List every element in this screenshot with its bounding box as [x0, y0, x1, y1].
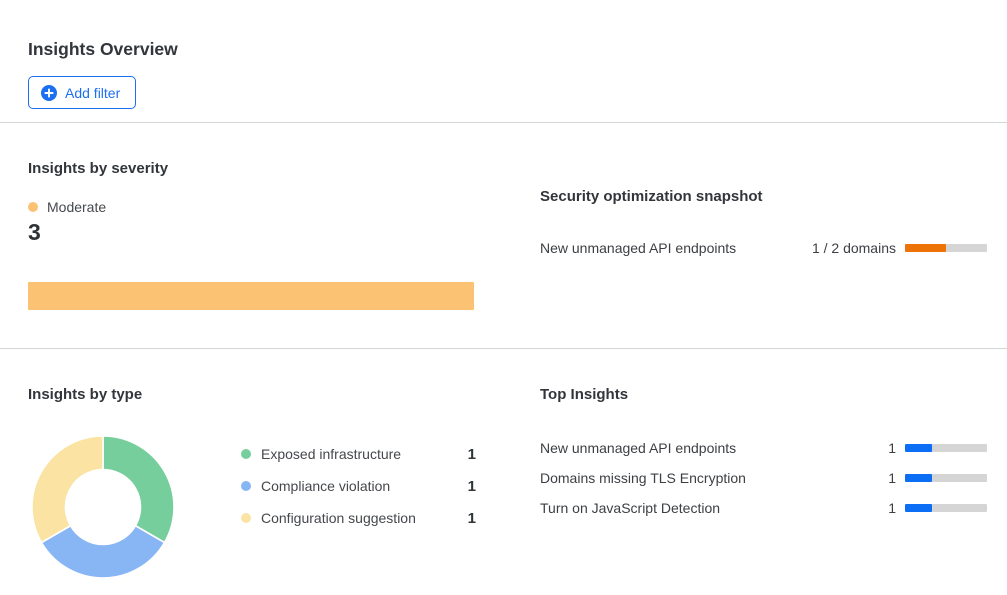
donut-segment-1: [102, 435, 175, 544]
donut-segment-2: [40, 524, 166, 579]
type-legend: Exposed infrastructure 1 Compliance viol…: [241, 443, 476, 539]
type-legend-value: 1: [467, 477, 476, 495]
top-insight-value: 1: [888, 470, 896, 486]
type-legend-label: Exposed infrastructure: [261, 446, 402, 462]
top-insight-track: [905, 474, 987, 482]
top-insight-row: New unmanaged API endpoints 1: [540, 433, 987, 463]
top-insight-track: [905, 504, 987, 512]
type-section-title: Insights by type: [28, 386, 143, 403]
severity-legend-item: Moderate: [28, 199, 106, 215]
top-insight-row: Domains missing TLS Encryption 1: [540, 463, 987, 493]
type-legend-item: Exposed infrastructure 1: [241, 443, 476, 465]
severity-section-title: Insights by severity: [28, 160, 169, 177]
type-legend-label: Configuration suggestion: [261, 510, 416, 526]
type-legend-value: 1: [467, 445, 476, 463]
top-insights-list: New unmanaged API endpoints 1 Domains mi…: [540, 433, 987, 523]
top-insight-fill: [905, 444, 933, 452]
divider: [0, 122, 1007, 123]
top-insight-row: Turn on JavaScript Detection 1: [540, 493, 987, 523]
severity-count: 3: [28, 219, 41, 245]
insights-by-type-donut-chart: [31, 435, 175, 579]
snapshot-row-label: New unmanaged API endpoints: [540, 240, 737, 256]
top-insight-fill: [905, 504, 933, 512]
top-insight-label: Domains missing TLS Encryption: [540, 470, 746, 486]
top-insight-label: New unmanaged API endpoints: [540, 440, 737, 456]
moderate-legend-dot: [28, 202, 38, 212]
top-insight-metric: 1: [888, 500, 987, 516]
type-legend-value: 1: [467, 509, 476, 527]
top-insight-fill: [905, 474, 933, 482]
type-legend-label: Compliance violation: [261, 478, 391, 494]
top-insight-label: Turn on JavaScript Detection: [540, 500, 721, 516]
snapshot-section-title: Security optimization snapshot: [540, 188, 763, 205]
snapshot-progress-track: [905, 244, 987, 252]
exposed-infrastructure-dot: [241, 449, 251, 459]
snapshot-progress-fill: [905, 244, 946, 252]
compliance-violation-dot: [241, 481, 251, 491]
top-insight-metric: 1: [888, 470, 987, 486]
plus-circle-icon: [41, 84, 57, 101]
page-title: Insights Overview: [28, 38, 178, 59]
top-insight-track: [905, 444, 987, 452]
severity-bar-chart: [28, 282, 474, 310]
top-insight-value: 1: [888, 440, 896, 456]
moderate-legend-label: Moderate: [47, 199, 107, 215]
type-legend-item: Compliance violation 1: [241, 475, 476, 497]
snapshot-row-metric: 1 / 2 domains: [812, 240, 987, 256]
top-insight-value: 1: [888, 500, 896, 516]
snapshot-row-value: 1 / 2 domains: [811, 240, 896, 256]
add-filter-label: Add filter: [65, 84, 121, 101]
configuration-suggestion-dot: [241, 513, 251, 523]
add-filter-button[interactable]: Add filter: [28, 76, 137, 109]
type-legend-item: Configuration suggestion 1: [241, 507, 476, 529]
top-insights-section-title: Top Insights: [540, 386, 629, 403]
divider: [0, 348, 1007, 349]
snapshot-row: New unmanaged API endpoints 1 / 2 domain…: [540, 240, 987, 256]
severity-bar-moderate: [28, 282, 474, 310]
donut-segment-3: [31, 435, 104, 544]
top-insight-metric: 1: [888, 440, 987, 456]
